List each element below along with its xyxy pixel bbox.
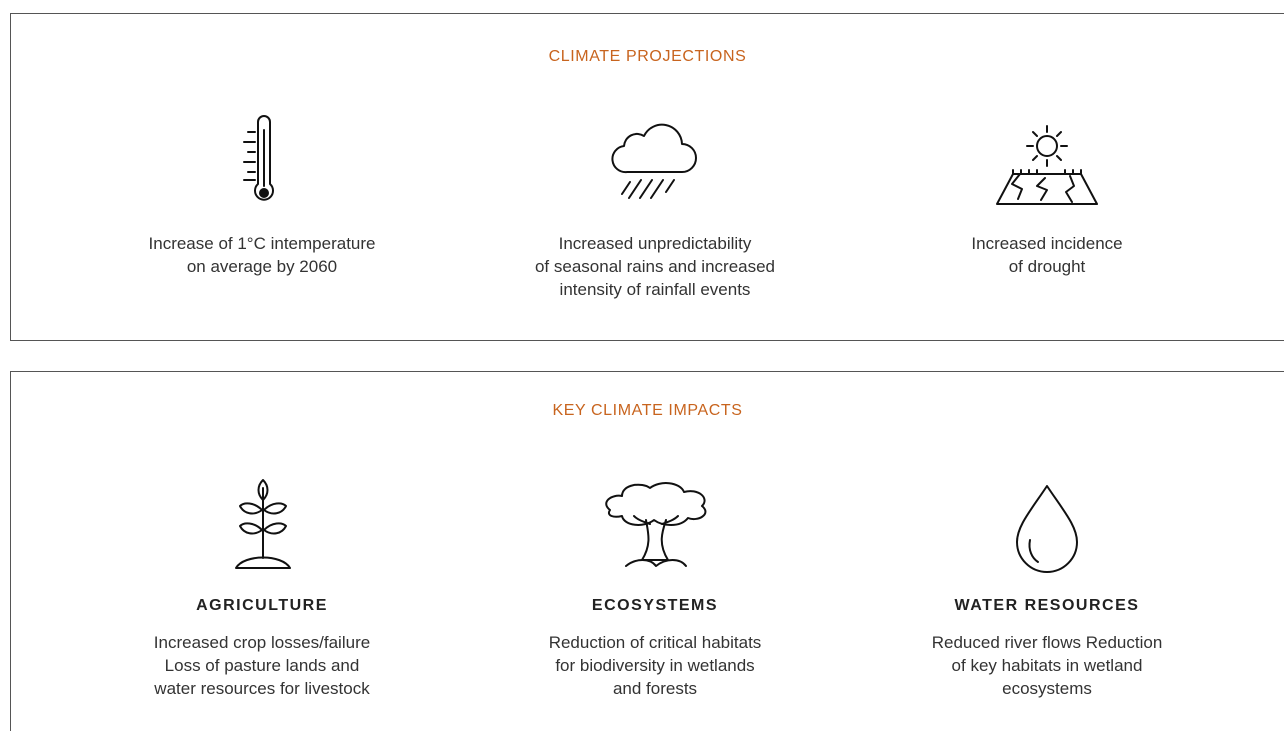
impacts-panel: KEY CLIMATE IMPACTS — [10, 371, 1284, 731]
text-line: intensity of rainfall events — [559, 280, 751, 299]
projection-item: Increase of 1°C intemperature on average… — [62, 232, 462, 278]
text-line: for biodiversity in wetlands — [555, 656, 755, 675]
text-line: water resources for livestock — [154, 679, 370, 698]
projection-item: Increased unpredictability of seasonal r… — [455, 232, 855, 301]
text-line: Increased crop losses/failure — [153, 633, 371, 652]
text-line: on average by 2060 — [186, 257, 338, 276]
text-line: and forests — [612, 679, 698, 698]
thermometer-icon — [243, 115, 274, 201]
projections-panel: CLIMATE PROJECTIONS — [10, 13, 1284, 341]
impact-heading: ECOSYSTEMS — [591, 597, 719, 614]
impact-item: AGRICULTURE Increased crop losses/failur… — [62, 594, 462, 700]
section-title: KEY CLIMATE IMPACTS — [552, 402, 743, 419]
text-line: of seasonal rains and increased — [534, 257, 776, 276]
text-line: Loss of pasture lands and — [164, 656, 360, 675]
impact-heading: AGRICULTURE — [196, 597, 328, 614]
text-line: Increase of 1°C intemperature — [148, 234, 376, 253]
projection-item: Increased incidence of drought — [847, 232, 1247, 278]
text-line: Reduction of critical habitats — [548, 633, 762, 652]
text-line: Increased unpredictability — [558, 234, 752, 253]
tree-icon — [605, 482, 707, 567]
impact-heading: WATER RESOURCES — [954, 597, 1140, 614]
text-line: of key habitats in wetland — [951, 656, 1143, 675]
plant-icon — [235, 479, 291, 569]
rain-cloud-icon — [611, 123, 697, 199]
impact-item: ECOSYSTEMS Reduction of critical habitat… — [455, 594, 855, 700]
water-drop-icon — [1016, 485, 1078, 573]
impact-item: WATER RESOURCES Reduced river flows Redu… — [847, 594, 1247, 700]
section-title: CLIMATE PROJECTIONS — [548, 48, 747, 65]
text-line: ecosystems — [1002, 679, 1092, 698]
drought-icon — [996, 125, 1098, 205]
text-line: Increased incidence — [971, 234, 1123, 253]
text-line: of drought — [1008, 257, 1086, 276]
text-line: Reduced river flows Reduction — [931, 633, 1163, 652]
